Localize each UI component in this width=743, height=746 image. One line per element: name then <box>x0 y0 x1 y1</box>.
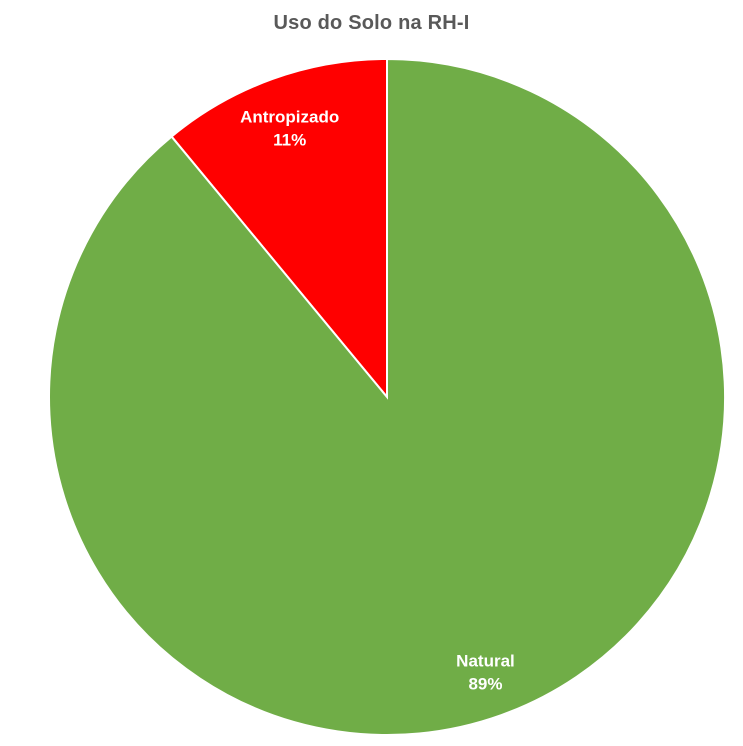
slice-category-label: Antropizado <box>240 108 339 127</box>
slice-value-label: 11% <box>273 131 306 150</box>
data-label-antropizado: Antropizado 11% <box>240 108 339 150</box>
slice-category-label: Natural <box>456 651 515 670</box>
pie-slice-natural <box>48 57 726 736</box>
chart-title: Uso do Solo na RH-I <box>273 12 470 34</box>
slice-value-label: 89% <box>468 674 502 693</box>
pie-slice-antropizado <box>170 57 388 400</box>
data-label-natural: Natural 89% <box>456 651 515 693</box>
